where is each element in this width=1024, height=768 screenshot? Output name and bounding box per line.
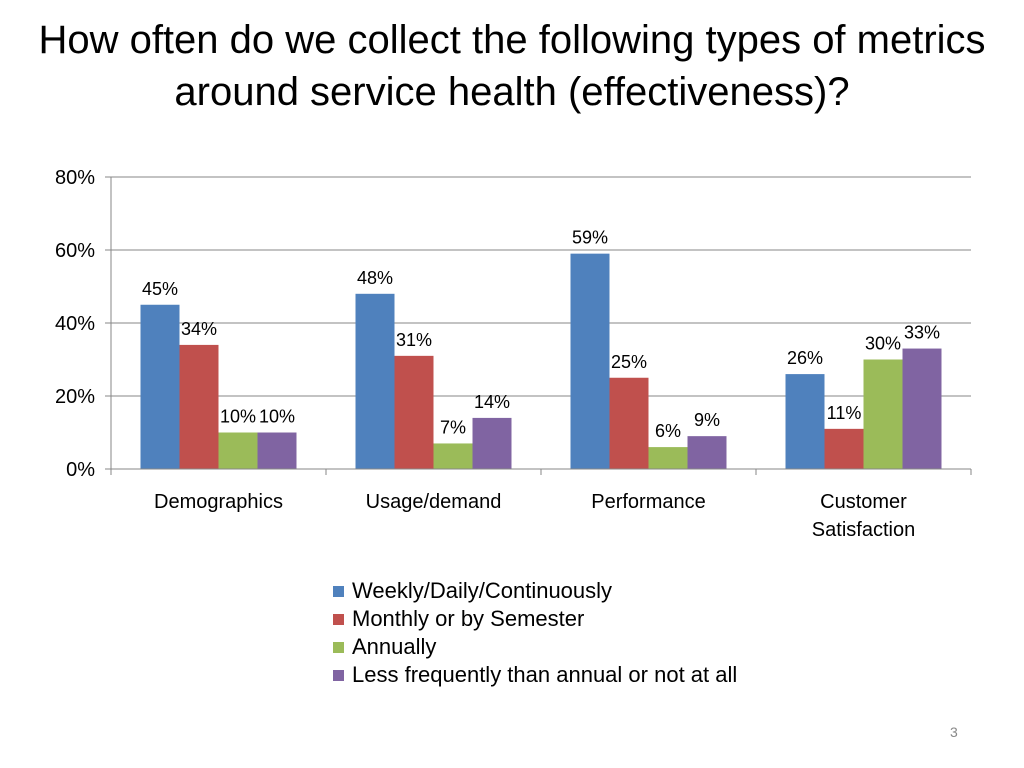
legend-label: Weekly/Daily/Continuously [352, 578, 613, 603]
data-label: 26% [787, 348, 823, 368]
y-tick-label: 60% [55, 240, 95, 262]
x-tick-label: Demographics [154, 491, 283, 513]
bar [824, 428, 864, 469]
legend-swatch [333, 641, 344, 653]
y-tick-label: 40% [55, 313, 95, 335]
x-tick-label: Usage/demand [366, 491, 502, 513]
bar [218, 432, 258, 469]
data-label: 25% [611, 352, 647, 372]
bar [472, 417, 512, 469]
legend-item: Annually [333, 633, 737, 661]
legend-swatch [333, 585, 344, 597]
legend-item: Weekly/Daily/Continuously [333, 577, 737, 605]
bar [257, 432, 297, 469]
data-label: 59% [572, 228, 608, 248]
x-tick-label: Customer Satisfaction [812, 491, 915, 541]
bar [355, 293, 395, 469]
y-tick-label: 20% [55, 386, 95, 408]
data-label: 48% [357, 268, 393, 288]
page-number: 3 [950, 724, 958, 740]
data-label: 30% [865, 334, 901, 354]
data-label: 34% [181, 319, 217, 339]
bar [863, 359, 903, 469]
bar [902, 348, 942, 469]
data-label: 7% [440, 417, 466, 437]
bar [140, 304, 180, 469]
data-label: 10% [220, 407, 256, 427]
bar [687, 436, 727, 469]
data-label: 6% [655, 421, 681, 441]
data-label: 9% [694, 410, 720, 430]
y-tick-label: 0% [66, 459, 95, 481]
data-label: 31% [396, 330, 432, 350]
legend: Weekly/Daily/Continuously Monthly or by S… [333, 577, 737, 689]
bars [140, 253, 942, 469]
bar [394, 355, 434, 469]
slide-title: How often do we collect the following ty… [38, 18, 986, 114]
legend-item: Less frequently than annual or not at al… [333, 661, 737, 689]
data-labels: 45%34% 10% 10% 48% 31% 7% 14% 59% 25% 6% 9% 26% 11% 3… [142, 228, 940, 441]
y-tick-label: 80% [55, 167, 95, 189]
legend-item: Monthly or by Semester [333, 605, 737, 633]
bar [570, 253, 610, 469]
legend-label: Annually [352, 634, 437, 659]
bar [179, 344, 219, 469]
data-label: 14% [474, 392, 510, 412]
data-label: 33% [904, 323, 940, 343]
data-label: 11% [827, 403, 862, 423]
legend-swatch [333, 613, 344, 625]
bar [433, 443, 473, 469]
bar [648, 447, 688, 469]
bar [785, 374, 825, 469]
bar [609, 377, 649, 469]
x-tick-label: Performance [591, 491, 706, 513]
legend-swatch [333, 669, 344, 681]
axes: 0% 20% 40% 60% 80% Demographics Usage/demand Pe… [55, 167, 972, 541]
legend-label: Less frequently than annual or not at al… [352, 662, 738, 687]
data-label: 10% [259, 407, 295, 427]
legend-label: Monthly or by Semester [352, 606, 585, 631]
data-label: 45% [142, 279, 178, 299]
